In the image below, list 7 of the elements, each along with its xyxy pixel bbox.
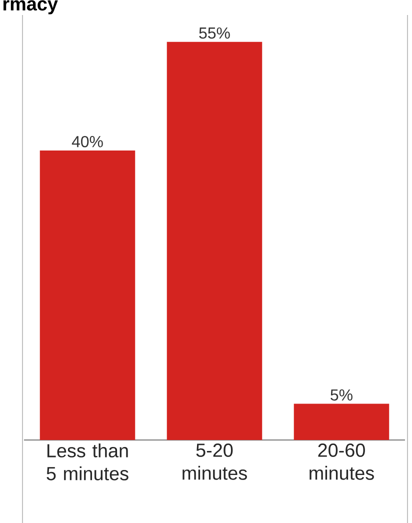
x-tick-label: Less than 5 minutes xyxy=(46,444,128,480)
chart-title: rmacy xyxy=(3,0,58,14)
x-tick-label: 20-60 minutes xyxy=(310,444,374,480)
data-label: 5% xyxy=(330,389,352,401)
data-label: 40% xyxy=(72,136,103,148)
data-label: 55% xyxy=(199,27,230,39)
x-tick-label: 5-20 minutes xyxy=(182,444,247,480)
